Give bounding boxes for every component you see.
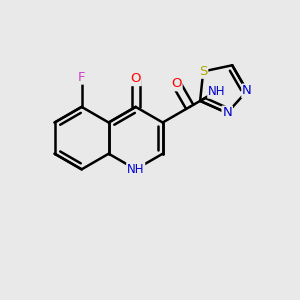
Text: NH: NH [127, 163, 144, 176]
Text: S: S [199, 65, 207, 78]
Text: N: N [242, 84, 252, 98]
Text: N: N [222, 106, 232, 119]
Text: F: F [78, 71, 85, 84]
Text: NH: NH [208, 85, 226, 98]
Text: O: O [130, 72, 141, 85]
Text: O: O [171, 77, 182, 90]
